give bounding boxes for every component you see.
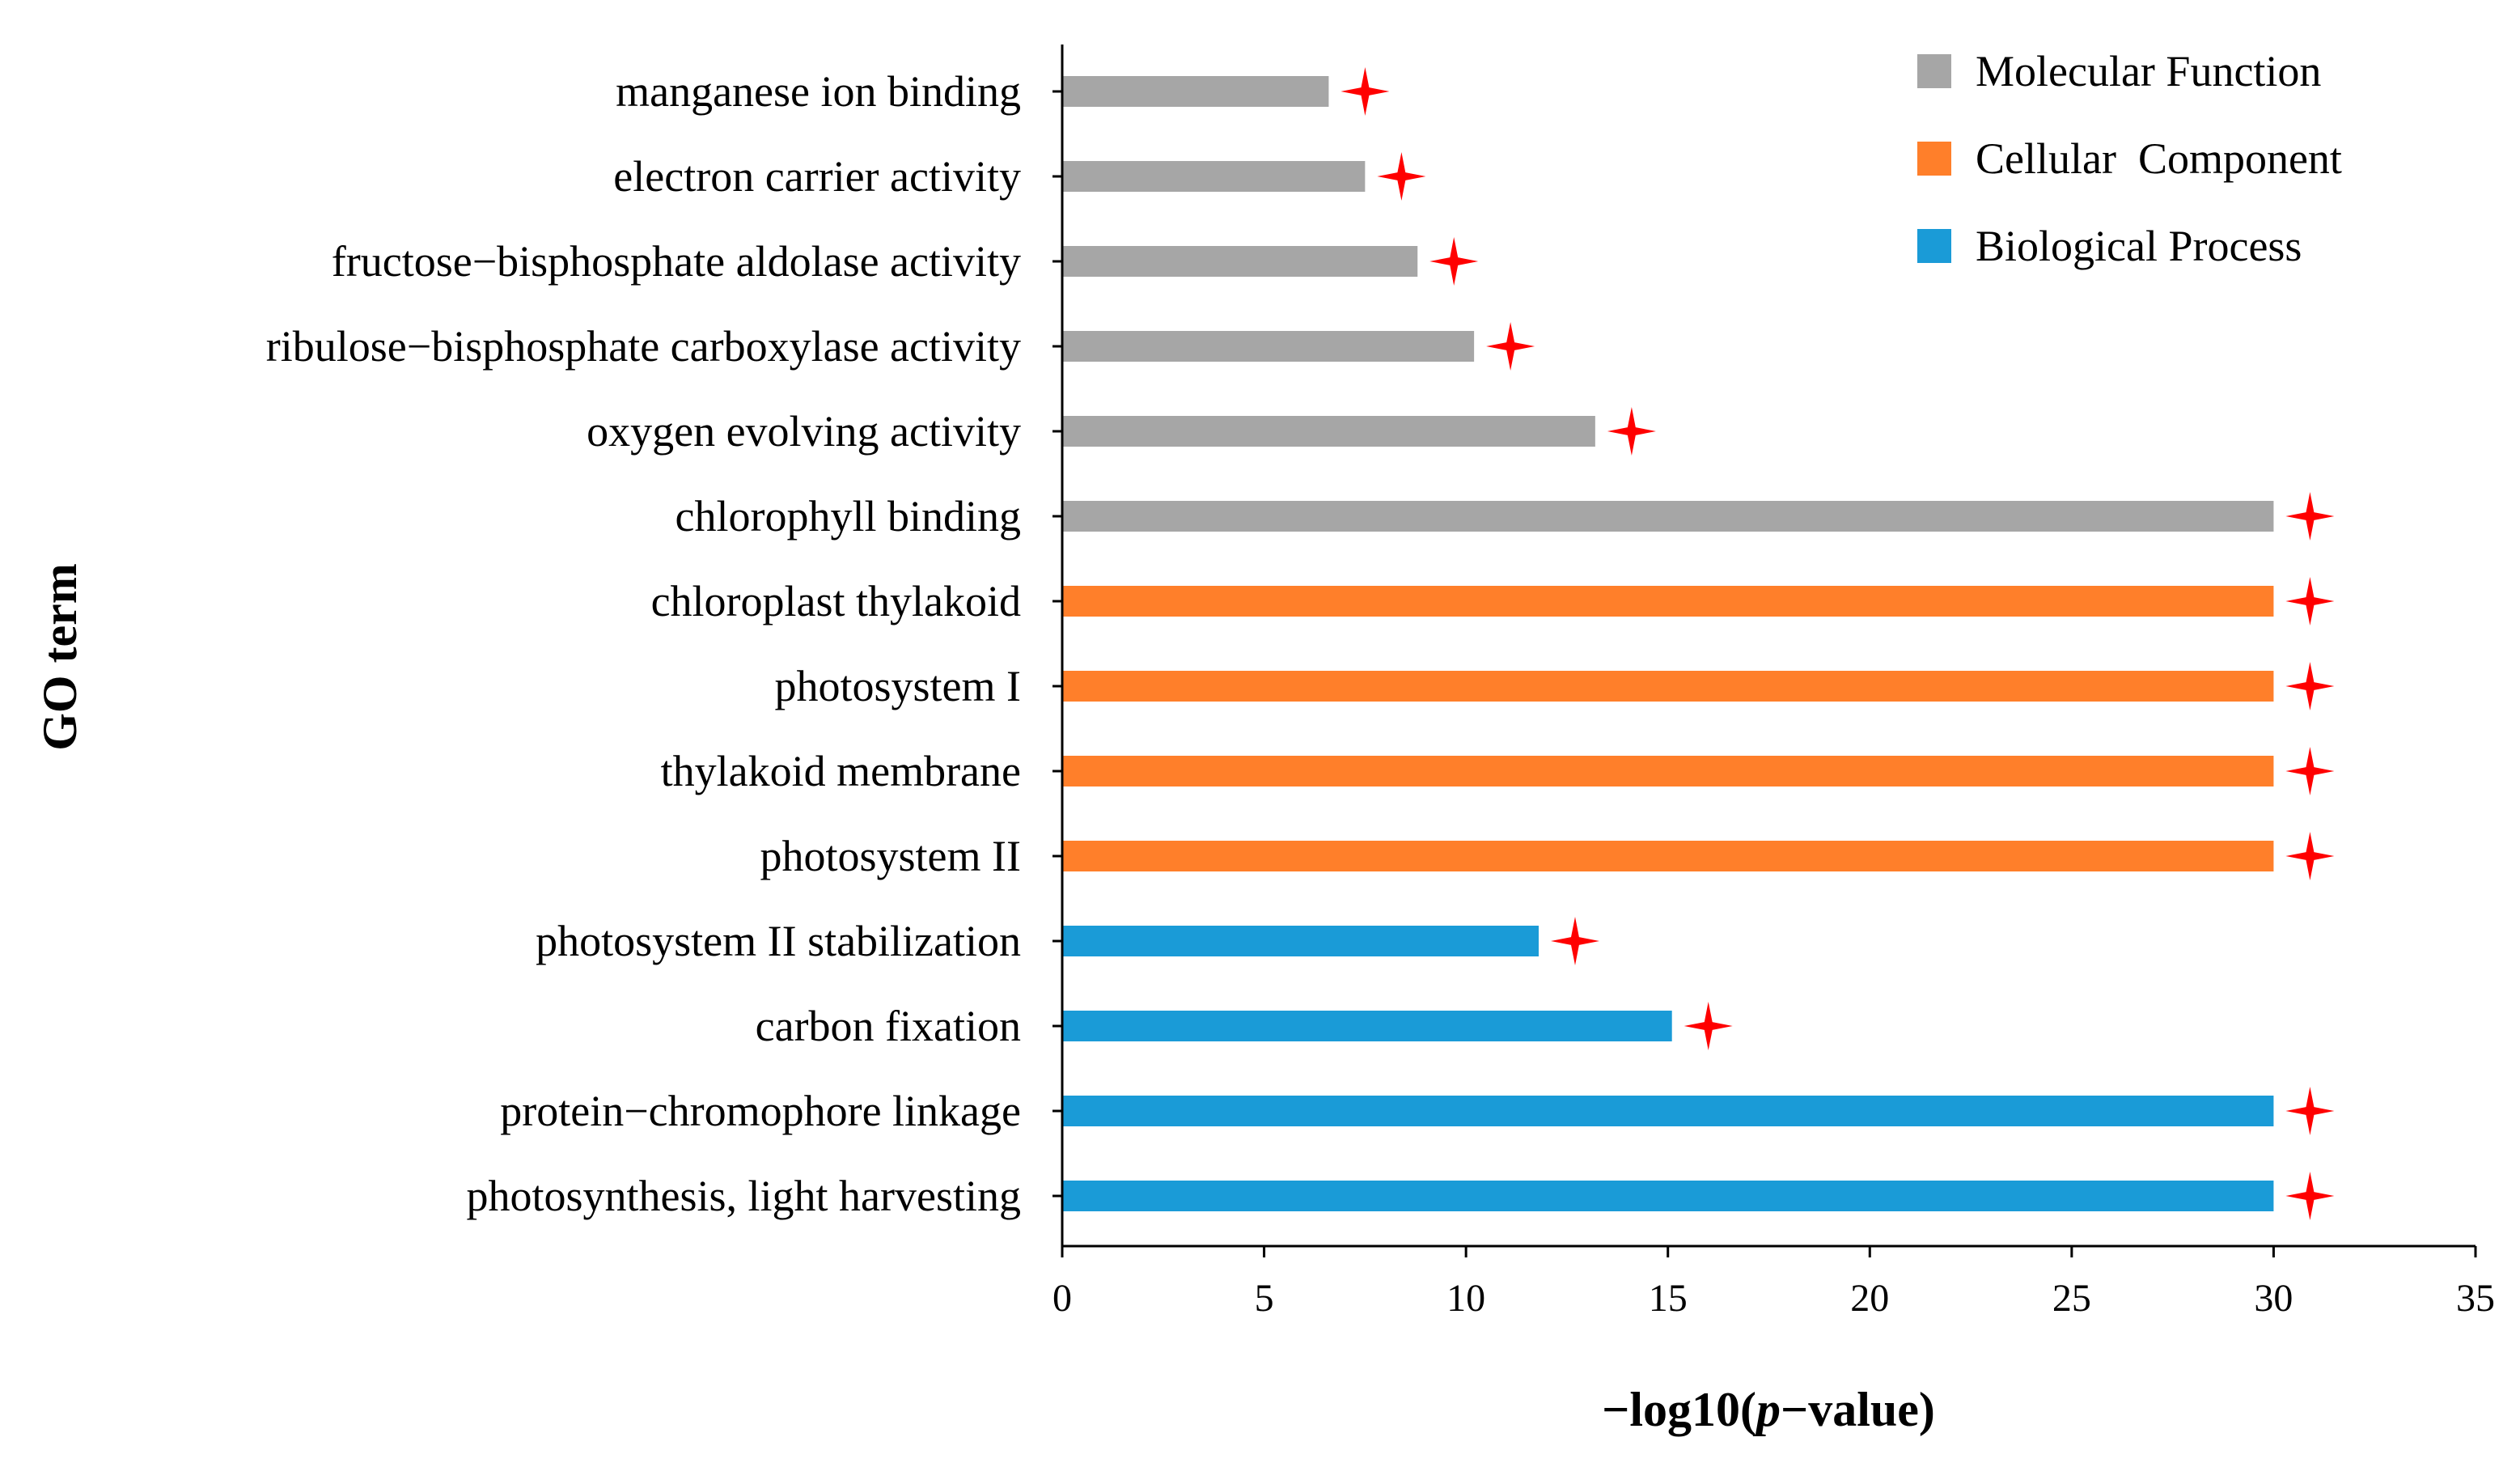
x-axis-title: −log10(p−value) [1602, 1383, 1935, 1436]
significance-star [2285, 662, 2335, 710]
bar [1062, 841, 2274, 871]
bar [1062, 161, 1366, 192]
significance-star [1684, 1002, 1733, 1050]
significance-star [1551, 917, 1599, 965]
significance-star [2285, 1087, 2335, 1135]
bar [1062, 671, 2274, 702]
category-label: electron carrier activity [613, 152, 1021, 201]
bar [1062, 416, 1595, 447]
category-label: photosystem I [775, 662, 1022, 710]
bar [1062, 501, 2274, 532]
significance-star [1340, 67, 1390, 116]
legend-swatch [1917, 142, 1951, 176]
bar [1062, 331, 1475, 362]
category-label: chloroplast thylakoid [651, 577, 1021, 625]
bar [1062, 756, 2274, 786]
bar [1062, 1181, 2274, 1211]
category-label: photosynthesis, light harvesting [467, 1172, 1021, 1220]
x-tick-label: 25 [2052, 1277, 2091, 1320]
legend-swatch [1917, 229, 1951, 263]
bars-layer [1062, 76, 2274, 1211]
x-tick-label: 10 [1446, 1277, 1485, 1320]
significance-stars-layer [1340, 67, 2335, 1220]
bar [1062, 586, 2274, 617]
significance-star [2285, 832, 2335, 880]
significance-star [2285, 577, 2335, 625]
significance-star [2285, 747, 2335, 795]
x-tick-label: 35 [2456, 1277, 2495, 1320]
legend-label: Molecular Function [1976, 47, 2321, 95]
significance-star [1486, 322, 1535, 371]
category-label: thylakoid membrane [661, 747, 1021, 795]
category-label: chlorophyll binding [676, 492, 1021, 541]
bar [1062, 1096, 2274, 1126]
bar [1062, 246, 1418, 277]
category-label: oxygen evolving activity [587, 407, 1021, 456]
significance-star [1429, 237, 1479, 286]
category-labels-layer: manganese ion binding electron carrier ac… [266, 67, 1062, 1220]
category-label: photosystem II [760, 832, 1021, 880]
significance-star [2285, 492, 2335, 541]
x-axis-title-part-1: −log10( [1602, 1383, 1756, 1436]
y-axis-title: GO term [33, 563, 87, 751]
legend-label: Cellular Component [1976, 134, 2342, 183]
category-label: manganese ion binding [616, 67, 1021, 116]
x-axis-title-italic-p: p [1752, 1383, 1781, 1436]
x-axis-ticks: 0 5 10 15 20 25 30 35 [1052, 1246, 2495, 1320]
category-label: photosystem II stabilization [536, 917, 1021, 965]
x-tick-label: 15 [1649, 1277, 1688, 1320]
significance-star [2285, 1172, 2335, 1220]
x-axis [1061, 45, 2476, 1248]
legend: Molecular Function Cellular Component Biol… [1917, 47, 2342, 270]
bar [1062, 1011, 1672, 1041]
category-label: protein−chromophore linkage [500, 1087, 1021, 1135]
category-label: fructose−bisphosphate aldolase activity [332, 237, 1021, 286]
bar [1062, 926, 1539, 956]
x-tick-label: 0 [1052, 1277, 1072, 1320]
significance-star [1607, 407, 1656, 456]
significance-star [1377, 152, 1426, 201]
x-tick-label: 20 [1850, 1277, 1889, 1320]
x-axis-title-part-2: −value) [1781, 1383, 1935, 1436]
legend-swatch [1917, 54, 1951, 88]
bar [1062, 76, 1329, 107]
legend-label: Biological Process [1976, 222, 2302, 270]
x-tick-label: 30 [2254, 1277, 2293, 1320]
x-tick-label: 5 [1255, 1277, 1274, 1320]
category-label: carbon fixation [756, 1002, 1021, 1050]
category-label: ribulose−bisphosphate carboxylase activi… [266, 322, 1021, 371]
